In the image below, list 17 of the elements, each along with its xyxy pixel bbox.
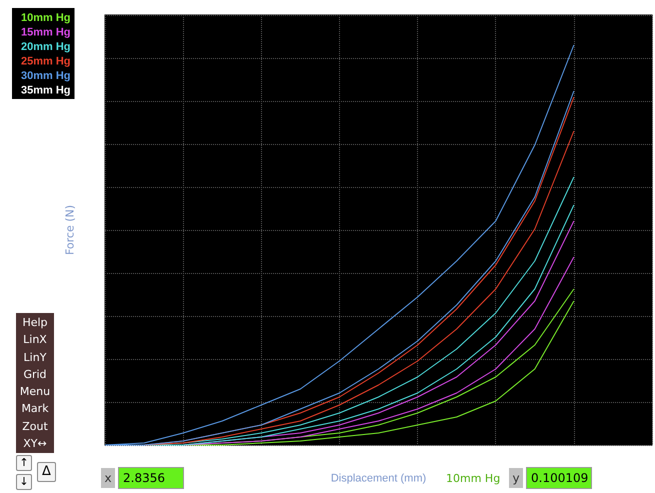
text: 10mm Hg [446, 472, 500, 485]
text: y [509, 468, 523, 488]
text: x [101, 468, 115, 488]
legend-label: 35mm Hg [21, 84, 71, 96]
text: 10mm Hg [21, 12, 71, 24]
text: 15mm Hg [21, 26, 71, 38]
delta-button: Δ [37, 462, 56, 482]
text: 20mm Hg [21, 41, 71, 53]
x-value-field: 2.8356 [118, 467, 184, 489]
y-value-field: 0.100109 [526, 467, 592, 489]
button-panel: Help LinX LinY Grid Menu Mark Zout XY↔ [16, 313, 54, 454]
text: 25mm Hg [21, 56, 71, 68]
text: 30mm Hg [21, 70, 71, 82]
x-axis-title: Displacement (mm) [330, 472, 426, 484]
down-arrow-button: ↓ [16, 474, 32, 490]
y-axis-title: Force (N) [64, 204, 76, 256]
up-arrow-button: ↑ [16, 455, 32, 471]
